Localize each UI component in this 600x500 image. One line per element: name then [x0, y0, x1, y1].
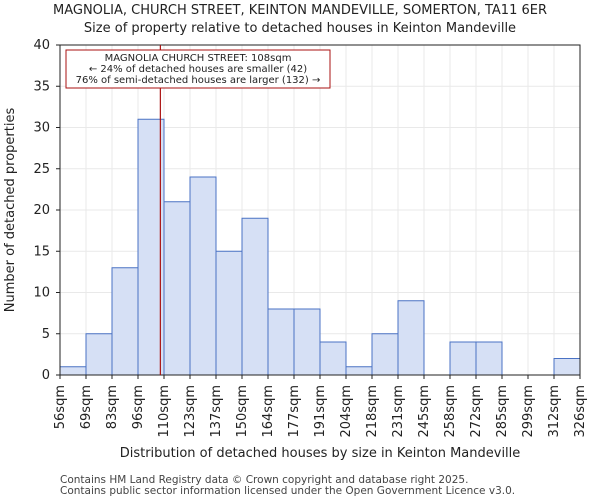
y-tick-label-4: 20 [33, 203, 50, 218]
y-tick-label-6: 30 [33, 121, 50, 136]
bar-83sqm [111, 267, 139, 376]
bar-150sqm [241, 217, 269, 376]
bar-204sqm [345, 366, 373, 376]
bar-164sqm [267, 308, 295, 376]
annotation-line-3: 76% of semi-detached houses are larger (… [76, 75, 321, 86]
x-tick-label-177sqm: 177sqm [287, 385, 302, 438]
x-tick-label-231sqm: 231sqm [391, 385, 406, 438]
x-tick-label-191sqm: 191sqm [313, 385, 328, 438]
annotation-line-2: ← 24% of detached houses are smaller (42… [89, 64, 307, 75]
x-tick-label-245sqm: 245sqm [417, 385, 432, 438]
bar-312sqm [553, 358, 581, 376]
x-tick-label-123sqm: 123sqm [183, 385, 198, 438]
x-tick-label-150sqm: 150sqm [235, 385, 250, 438]
y-tick-label-1: 5 [42, 327, 50, 342]
bar-272sqm [475, 341, 503, 376]
y-tick-label-2: 10 [33, 286, 50, 301]
chart-subtitle: Size of property relative to detached ho… [84, 21, 516, 36]
footer-line-1: Contains HM Land Registry data © Crown c… [60, 474, 468, 486]
x-axis-ticks: 56sqm 69sqm 83sqm 96sqm 110sqm 123sqm 137sqm 15… [53, 375, 588, 438]
bar-69sqm [85, 333, 113, 376]
x-tick-label-83sqm: 83sqm [105, 385, 120, 429]
footer-line-2: Contains public sector information licen… [60, 485, 515, 497]
x-tick-label-137sqm: 137sqm [209, 385, 224, 438]
x-tick-label-96sqm: 96sqm [131, 385, 146, 429]
x-tick-label-56sqm: 56sqm [53, 385, 68, 429]
annotation-box: MAGNOLIA CHURCH STREET: 108sqm ← 24% of … [65, 49, 331, 89]
y-axis-ticks: 0 5 10 15 20 25 30 35 40 [33, 38, 60, 383]
bar-191sqm [319, 341, 347, 376]
bar-231sqm [397, 300, 425, 376]
x-tick-label-272sqm: 272sqm [469, 385, 484, 438]
bar-137sqm [215, 250, 243, 376]
y-tick-label-5: 25 [33, 162, 50, 177]
y-tick-label-3: 15 [33, 244, 50, 259]
x-tick-label-204sqm: 204sqm [339, 385, 354, 438]
bar-56sqm [59, 366, 87, 376]
bar-96sqm [137, 118, 165, 376]
chart-title: MAGNOLIA, CHURCH STREET, KEINTON MANDEVI… [53, 3, 547, 18]
x-tick-label-299sqm: 299sqm [521, 385, 536, 438]
bar-218sqm [371, 333, 399, 376]
x-tick-label-218sqm: 218sqm [365, 385, 380, 438]
y-tick-label-7: 35 [33, 79, 50, 94]
x-axis-label: Distribution of detached houses by size … [120, 446, 521, 461]
x-tick-label-110sqm: 110sqm [157, 385, 172, 438]
bar-177sqm [293, 308, 321, 376]
x-tick-label-69sqm: 69sqm [79, 385, 94, 429]
y-axis-label: Number of detached properties [3, 108, 18, 313]
bar-258sqm [449, 341, 477, 376]
x-tick-label-312sqm: 312sqm [547, 385, 562, 438]
bars [59, 118, 581, 376]
x-tick-label-285sqm: 285sqm [495, 385, 510, 438]
annotation-line-1: MAGNOLIA CHURCH STREET: 108sqm [105, 53, 292, 64]
bar-110sqm [163, 201, 191, 376]
x-tick-label-326sqm: 326sqm [573, 385, 588, 438]
y-tick-label-0: 0 [42, 368, 50, 383]
x-tick-label-258sqm: 258sqm [443, 385, 458, 438]
bar-123sqm [189, 176, 217, 376]
x-tick-label-164sqm: 164sqm [261, 385, 276, 438]
y-tick-label-8: 40 [33, 38, 50, 53]
